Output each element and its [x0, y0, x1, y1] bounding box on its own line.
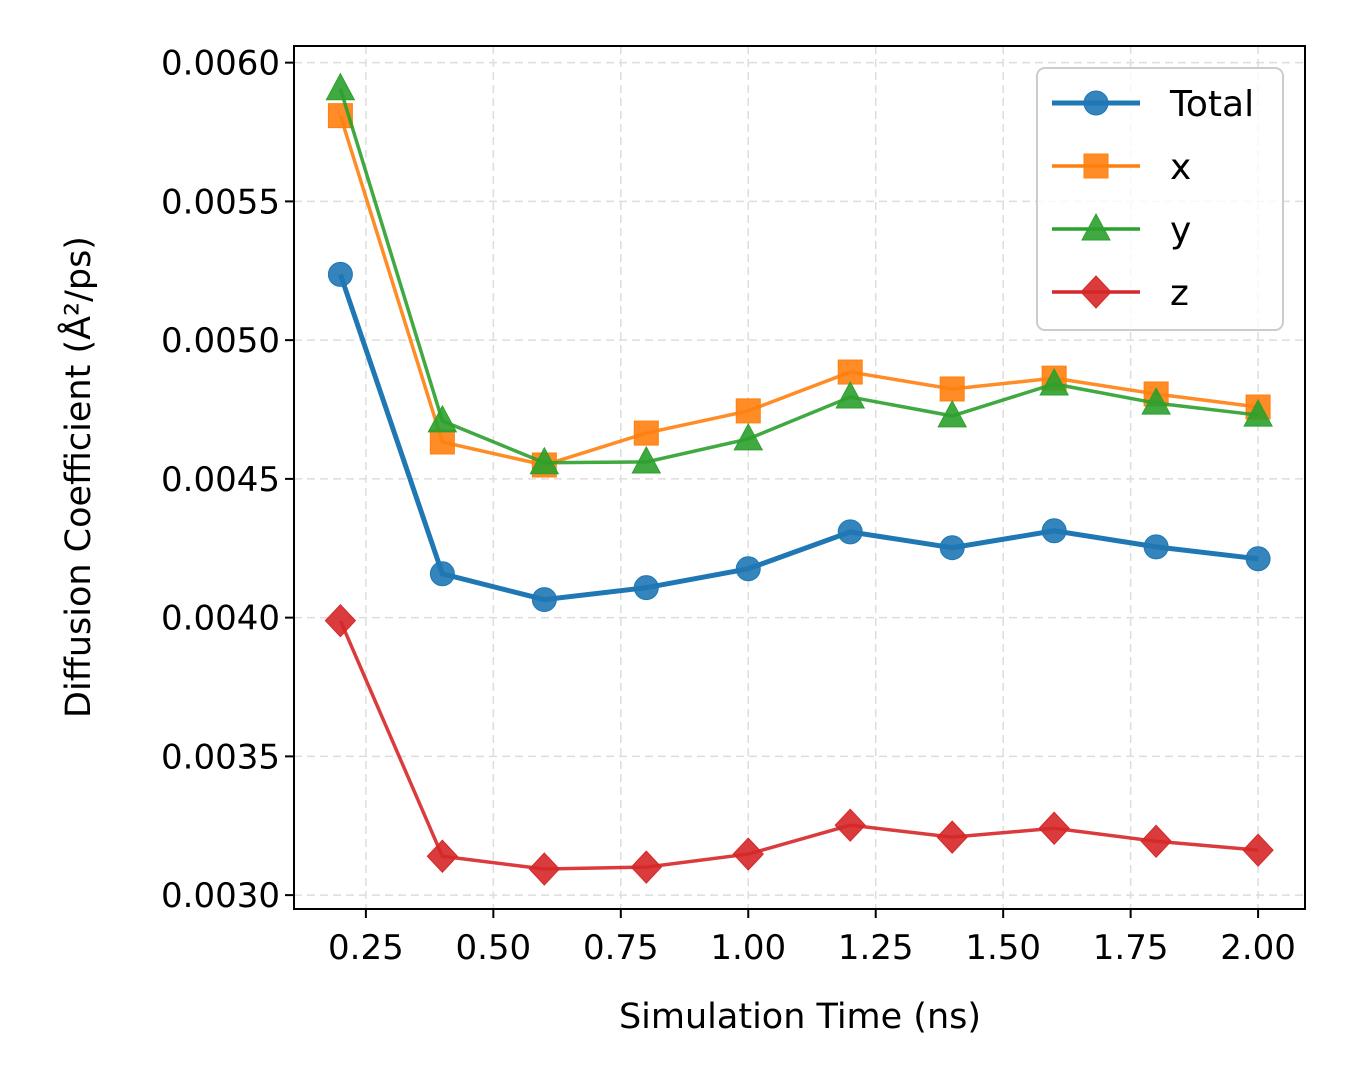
x-tick-label: 1.75	[1093, 928, 1169, 968]
plot-frame	[293, 45, 1306, 910]
series-layer	[324, 72, 1274, 886]
data-point-triangle	[1141, 387, 1171, 415]
data-point-triangle	[325, 72, 356, 101]
data-point-square	[429, 429, 455, 455]
x-axis-label: Simulation Time (ns)	[619, 997, 981, 1037]
x-tick-label: 1.00	[710, 928, 786, 968]
legend-marker-diamond	[1080, 275, 1112, 309]
x-tick-label: 0.75	[583, 928, 659, 968]
x-tick-label: 2.00	[1220, 928, 1296, 968]
series-line	[338, 115, 1259, 467]
data-point-circle	[531, 587, 557, 613]
data-point-diamond	[1242, 833, 1274, 867]
data-point-triangle	[1039, 367, 1069, 396]
y-tick-label: 0.0060	[161, 44, 280, 84]
data-point-diamond	[324, 603, 357, 638]
data-point-diamond	[834, 808, 866, 842]
series-line	[338, 88, 1259, 465]
data-point-diamond	[426, 839, 459, 874]
data-point-triangle	[733, 422, 764, 451]
legend-marker-square	[1083, 153, 1109, 179]
legend-marker-circle	[1083, 90, 1109, 116]
data-point-circle	[1041, 518, 1067, 544]
x-tick-label: 1.25	[838, 928, 914, 968]
data-point-circle	[837, 519, 863, 545]
series-z	[324, 603, 1274, 886]
data-point-circle	[939, 535, 965, 561]
y-tick-label: 0.0040	[161, 599, 280, 639]
data-point-circle	[735, 556, 761, 582]
data-point-circle	[1245, 546, 1271, 572]
legend-label: Total	[1169, 84, 1254, 125]
data-point-circle	[429, 561, 455, 587]
data-point-square	[837, 359, 863, 385]
data-point-triangle	[529, 446, 560, 475]
data-point-diamond	[936, 820, 968, 854]
legend-marker-triangle	[1081, 212, 1111, 241]
data-point-diamond	[528, 852, 561, 886]
x-tick-label: 0.50	[455, 928, 531, 968]
legend-label: z	[1170, 273, 1189, 314]
data-point-circle	[633, 575, 659, 601]
data-point-triangle	[427, 404, 458, 433]
legend-label: y	[1170, 210, 1191, 251]
y-tick-label: 0.0045	[161, 460, 280, 500]
series-line	[338, 273, 1259, 603]
y-tick-label: 0.0050	[161, 321, 280, 361]
data-point-square	[939, 376, 965, 402]
data-point-triangle	[631, 445, 662, 474]
data-point-circle	[327, 261, 353, 287]
data-point-triangle	[1243, 399, 1273, 427]
data-point-diamond	[630, 850, 662, 884]
x-tick-label: 0.25	[328, 928, 404, 968]
data-point-triangle	[835, 380, 866, 409]
series-y	[325, 72, 1273, 475]
y-axis-label: Diffusion Coefficient (Å²/ps)	[56, 236, 99, 718]
data-point-square	[735, 398, 761, 424]
data-point-circle	[1143, 534, 1169, 560]
data-point-diamond	[1140, 824, 1172, 859]
y-tick-label: 0.0035	[161, 737, 280, 777]
y-tick-label: 0.0055	[161, 182, 280, 222]
series-line	[338, 619, 1259, 871]
ticks: 0.25 0.50 0.75 1.00 1.25 1.50 1.75 2.00 0.0030 0.…	[161, 44, 1296, 968]
legend: Total xyz	[1036, 67, 1284, 331]
data-point-diamond	[1038, 811, 1070, 845]
x-tick-label: 1.50	[965, 928, 1041, 968]
data-point-diamond	[732, 837, 764, 871]
legend-box	[1036, 67, 1284, 331]
series-total	[327, 261, 1271, 613]
y-tick-label: 0.0030	[161, 876, 280, 916]
data-point-square	[633, 420, 659, 446]
legend-label: x	[1170, 147, 1191, 188]
data-point-triangle	[937, 399, 968, 428]
